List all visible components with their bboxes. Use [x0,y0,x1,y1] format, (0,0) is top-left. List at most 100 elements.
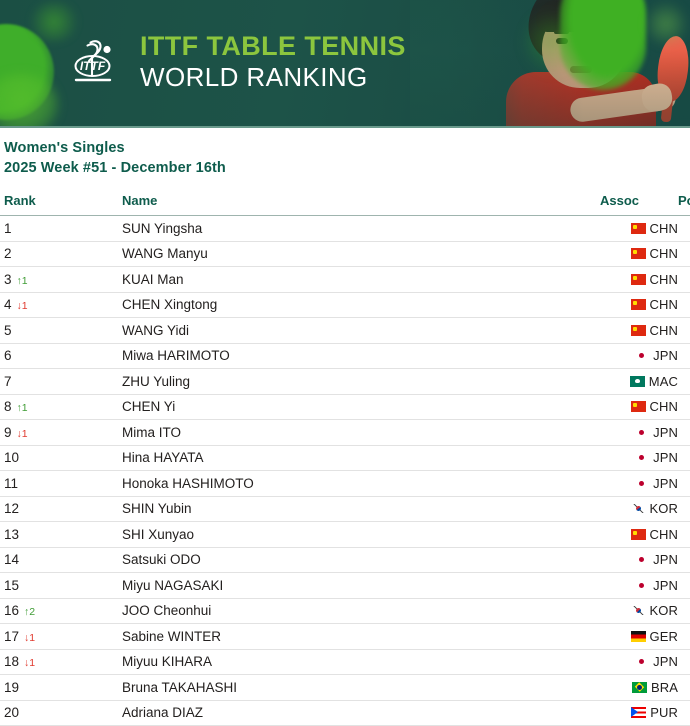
player-name[interactable]: Honoka HASHIMOTO [122,475,254,491]
rank-cell: 3 ↑1 [4,272,62,287]
rank-cell: 7 [4,374,62,389]
player-name[interactable]: Satsuki ODO [122,552,201,568]
rank-cell: 1 [4,221,62,236]
assoc-code: JPN [653,450,678,466]
cell-rank: 11 [0,470,62,497]
cell-name: CHEN Xingtong [62,292,600,318]
player-name[interactable]: SHIN Yubin [122,501,192,517]
player-name[interactable]: Bruna TAKAHASHI [122,679,238,695]
player-name[interactable]: WANG Yidi [122,322,190,338]
table-row[interactable]: 7 ZHU Yuling MAC3765 [0,368,690,395]
rank-cell: 8 ↑1 [4,399,62,414]
cell-points: 2740 [678,470,690,497]
cell-name: Sabine WINTER [62,623,600,650]
table-row[interactable]: 11 Honoka HASHIMOTO JPN2740 [0,470,690,497]
player-name[interactable]: ZHU Yuling [122,373,191,389]
rank-number: 18 [4,654,20,670]
player-name[interactable]: CHEN Xingtong [122,297,218,313]
player-name[interactable]: JOO Cheonhui [122,603,212,619]
assoc-cell: CHN [600,221,678,236]
table-row[interactable]: 2 WANG Manyu CHN8248 [0,241,690,267]
table-row[interactable]: 1 SUN Yingsha CHN11600 [0,215,690,242]
column-header-name[interactable]: Name [62,187,600,216]
cell-name: Adriana DIAZ [62,700,600,726]
cell-rank: 9 ↓1 [0,419,62,446]
cell-points: 2225 [678,547,690,573]
cell-points: 3765 [678,368,690,395]
player-name[interactable]: SHI Xunyao [122,526,195,542]
cell-rank: 6 [0,343,62,369]
table-row[interactable]: 19 Bruna TAKAHASHI BRA1475 [0,674,690,701]
cell-points: 1475 [678,674,690,701]
cell-points: 1825 [678,598,690,624]
table-row[interactable]: 14 Satsuki ODO JPN2225 [0,547,690,573]
table-row[interactable]: 18 ↓1 Miyuu KIHARA JPN1745 [0,649,690,675]
player-name[interactable]: Sabine WINTER [122,628,222,644]
cell-assoc: JPN [600,572,678,599]
cell-points: 1762 [678,623,690,650]
rank-cell: 9 ↓1 [4,425,62,440]
cell-name: KUAI Man [62,266,600,293]
rank-up-arrow-icon: ↑1 [16,274,28,287]
table-row[interactable]: 17 ↓1 Sabine WINTER GER1762 [0,623,690,650]
cell-points: 4275 [678,317,690,344]
table-row[interactable]: 3 ↑1 KUAI Man CHN5605 [0,266,690,293]
table-row[interactable]: 12 SHIN Yubin KOR2485 [0,496,690,522]
table-row[interactable]: 20 Adriana DIAZ PUR1440 [0,700,690,726]
table-row[interactable]: 9 ↓1 Mima ITO JPN3250 [0,419,690,446]
assoc-cell: KOR [600,603,678,618]
rank-cell: 10 [4,450,62,465]
svg-text:ITTF: ITTF [80,59,106,73]
player-name[interactable]: CHEN Yi [122,399,176,415]
cell-rank: 19 [0,674,62,701]
cell-rank: 13 [0,521,62,548]
rank-number: 6 [4,348,12,364]
assoc-cell: KOR [600,501,678,516]
assoc-code: GER [649,628,678,644]
cell-name: Miyu NAGASAKI [62,572,600,599]
flag-icon-kor [630,605,646,617]
table-row[interactable]: 15 Miyu NAGASAKI JPN2020 [0,572,690,599]
cell-assoc: JPN [600,445,678,471]
table-row[interactable]: 4 ↓1 CHEN Xingtong CHN5375 [0,292,690,318]
column-header-rank[interactable]: Rank [0,187,62,216]
player-name[interactable]: Hina HAYATA [122,450,204,466]
rank-down-arrow-icon: ↓1 [16,427,28,440]
table-row[interactable]: 8 ↑1 CHEN Yi CHN3570 [0,394,690,420]
cell-assoc: CHN [600,241,678,267]
table-row[interactable]: 6 Miwa HARIMOTO JPN4000 [0,343,690,369]
assoc-code: JPN [653,552,678,568]
flag-icon-jpn [634,477,650,489]
table-row[interactable]: 5 WANG Yidi CHN4275 [0,317,690,344]
cell-assoc: JPN [600,649,678,675]
cell-assoc: BRA [600,674,678,701]
rank-number: 20 [4,705,20,721]
cell-name: Miyuu KIHARA [62,649,600,675]
cell-assoc: GER [600,623,678,650]
cell-rank: 2 [0,241,62,267]
cell-assoc: JPN [600,547,678,573]
player-name[interactable]: Miwa HARIMOTO [122,348,230,364]
table-row[interactable]: 10 Hina HAYATA JPN3100 [0,445,690,471]
column-header-points[interactable]: Points [678,187,690,216]
table-row[interactable]: 16 ↑2 JOO Cheonhui KOR1825 [0,598,690,624]
flag-icon-kor [630,503,646,515]
ranking-table: Rank Name Assoc Points 1 SUN Yingsha CHN 11… [0,187,690,726]
assoc-code: JPN [653,475,678,491]
assoc-code: KOR [649,603,678,619]
rank-number: 4 [4,297,12,313]
player-name[interactable]: Mima ITO [122,424,182,440]
flag-icon-jpn [634,656,650,668]
column-header-assoc[interactable]: Assoc [600,187,678,216]
player-name[interactable]: Miyu NAGASAKI [122,577,224,593]
player-name[interactable]: WANG Manyu [122,246,208,262]
assoc-code: CHN [649,246,678,262]
assoc-code: BRA [650,679,678,695]
player-name[interactable]: SUN Yingsha [122,220,203,236]
player-name[interactable]: Miyuu KIHARA [122,654,213,670]
player-name[interactable]: Adriana DIAZ [122,705,204,721]
table-row[interactable]: 13 SHI Xunyao CHN2325 [0,521,690,548]
assoc-cell: JPN [600,348,678,363]
player-name[interactable]: KUAI Man [122,271,184,287]
